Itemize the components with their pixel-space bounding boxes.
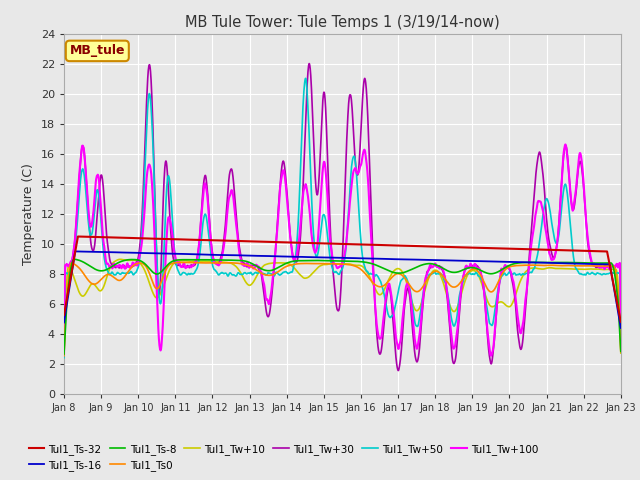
Title: MB Tule Tower: Tule Temps 1 (3/19/14-now): MB Tule Tower: Tule Temps 1 (3/19/14-now…: [185, 15, 500, 30]
Y-axis label: Temperature (C): Temperature (C): [22, 163, 35, 264]
Legend: Tul1_Ts-32, Tul1_Ts-16, Tul1_Ts-8, Tul1_Ts0, Tul1_Tw+10, Tul1_Tw+30, Tul1_Tw+50,: Tul1_Ts-32, Tul1_Ts-16, Tul1_Ts-8, Tul1_…: [24, 439, 543, 475]
Text: MB_tule: MB_tule: [70, 44, 125, 58]
